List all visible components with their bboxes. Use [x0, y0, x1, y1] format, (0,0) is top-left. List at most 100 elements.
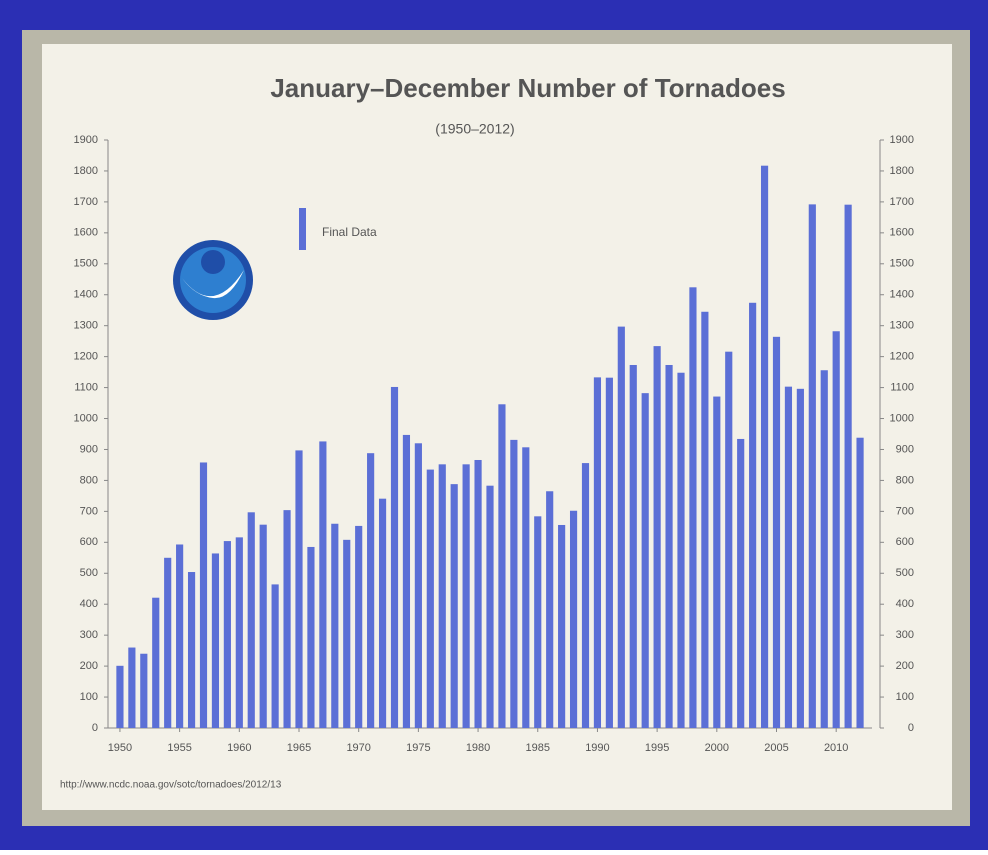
bar [689, 287, 696, 728]
y-tick-label: 800 [80, 474, 98, 486]
y-tick-label: 1600 [74, 227, 98, 239]
bar [343, 540, 350, 728]
x-tick-label: 1995 [645, 742, 669, 754]
bar [248, 512, 255, 728]
bar [463, 464, 470, 728]
bar [797, 389, 804, 728]
bar [713, 397, 720, 728]
y-tick-label: 1700 [74, 196, 98, 208]
y-tick-label: 100 [80, 691, 98, 703]
bar [164, 558, 171, 728]
bar [821, 370, 828, 728]
y2-tick-label: 1000 [890, 412, 914, 424]
bar [415, 443, 422, 728]
y2-tick-label: 100 [896, 691, 914, 703]
bar [224, 541, 231, 728]
y-tick-label: 300 [80, 629, 98, 641]
bar [319, 441, 326, 728]
bar [116, 666, 123, 728]
bar [570, 511, 577, 728]
bar [379, 499, 386, 728]
bar [427, 470, 434, 728]
bar [856, 438, 863, 728]
bar [486, 486, 493, 728]
bar [272, 584, 279, 728]
y-tick-label: 1200 [74, 351, 98, 363]
bar [140, 654, 147, 728]
y-tick-label: 1400 [74, 289, 98, 301]
bar [606, 378, 613, 728]
bar [845, 205, 852, 728]
bar [355, 526, 362, 728]
y2-tick-label: 1500 [890, 258, 914, 270]
bar [677, 373, 684, 728]
bar [725, 352, 732, 728]
noaa-logo [173, 240, 253, 320]
bar [331, 524, 338, 728]
x-tick-label: 1980 [466, 742, 490, 754]
bar [809, 204, 816, 728]
y2-tick-label: 300 [896, 629, 914, 641]
bar [785, 387, 792, 728]
y-tick-label: 1500 [74, 258, 98, 270]
y2-tick-label: 500 [896, 567, 914, 579]
x-tick-label: 2000 [705, 742, 729, 754]
y2-tick-label: 1600 [890, 227, 914, 239]
bar [522, 447, 529, 728]
y-tick-label: 1300 [74, 320, 98, 332]
bar [534, 516, 541, 728]
x-tick-label: 2005 [764, 742, 788, 754]
x-tick-label: 1950 [108, 742, 132, 754]
bar [439, 464, 446, 728]
chart: January–December Number of Tornadoes (19… [0, 0, 988, 850]
y-tick-label: 700 [80, 505, 98, 517]
y2-tick-label: 0 [908, 722, 914, 734]
chart-title: January–December Number of Tornadoes [270, 73, 785, 103]
y-tick-label: 500 [80, 567, 98, 579]
bar [391, 387, 398, 728]
x-tick-label: 1970 [346, 742, 370, 754]
bar [833, 331, 840, 728]
bar [403, 435, 410, 728]
bar [188, 572, 195, 728]
y-tick-label: 900 [80, 443, 98, 455]
x-tick-label: 1965 [287, 742, 311, 754]
y2-tick-label: 1400 [890, 289, 914, 301]
bar [773, 337, 780, 728]
bar [474, 460, 481, 728]
legend-label: Final Data [322, 225, 377, 239]
bar [737, 439, 744, 728]
bar [654, 346, 661, 728]
x-tick-label: 2010 [824, 742, 848, 754]
y2-tick-label: 900 [896, 443, 914, 455]
bar [451, 484, 458, 728]
bar [260, 525, 267, 728]
y-tick-label: 600 [80, 536, 98, 548]
y-tick-label: 1100 [74, 381, 98, 393]
y2-tick-label: 1100 [890, 381, 914, 393]
x-tick-label: 1960 [227, 742, 251, 754]
bar [128, 648, 135, 728]
bar [582, 463, 589, 728]
y2-tick-label: 1800 [890, 165, 914, 177]
y2-tick-label: 700 [896, 505, 914, 517]
bar [212, 553, 219, 728]
bar [558, 525, 565, 728]
y2-tick-label: 600 [896, 536, 914, 548]
y-tick-label: 1000 [74, 412, 98, 424]
bar [236, 537, 243, 728]
x-tick-label: 1975 [406, 742, 430, 754]
x-tick-label: 1985 [526, 742, 550, 754]
bar [200, 462, 207, 728]
y-tick-label: 0 [92, 722, 98, 734]
bar [630, 365, 637, 728]
bar [367, 453, 374, 728]
y2-tick-label: 1200 [890, 351, 914, 363]
y-tick-label: 200 [80, 660, 98, 672]
bar [176, 544, 183, 728]
legend-swatch [299, 208, 306, 250]
y-tick-label: 1800 [74, 165, 98, 177]
y2-tick-label: 1900 [890, 134, 914, 146]
bar [152, 598, 159, 728]
bar [546, 491, 553, 728]
